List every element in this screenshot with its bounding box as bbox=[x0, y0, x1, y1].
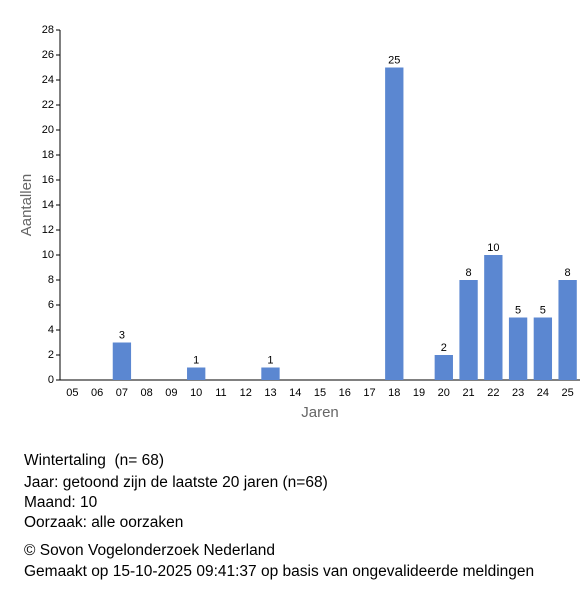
x-tick-label: 06 bbox=[91, 387, 103, 399]
y-tick-label: 2 bbox=[48, 349, 54, 361]
info-line: Maand: 10 bbox=[24, 494, 98, 511]
data-label: 5 bbox=[540, 304, 546, 316]
data-label: 8 bbox=[466, 267, 472, 279]
x-tick-label: 20 bbox=[438, 387, 450, 399]
x-tick-label: 08 bbox=[141, 387, 153, 399]
bar bbox=[434, 355, 453, 380]
y-tick-label: 0 bbox=[48, 374, 54, 386]
x-tick-label: 14 bbox=[289, 387, 301, 399]
x-tick-label: 25 bbox=[561, 387, 573, 399]
data-label: 5 bbox=[515, 304, 521, 316]
y-tick-label: 18 bbox=[42, 149, 54, 161]
data-label: 10 bbox=[487, 242, 499, 254]
y-tick-label: 4 bbox=[48, 324, 54, 336]
bar bbox=[459, 280, 478, 380]
y-tick-label: 16 bbox=[42, 174, 54, 186]
x-tick-label: 21 bbox=[462, 387, 474, 399]
info-line: Jaar: getoond zijn de laatste 20 jaren (… bbox=[24, 474, 328, 491]
y-axis-label: Aantallen bbox=[18, 174, 35, 237]
footer-line: © Sovon Vogelonderzoek Nederland bbox=[24, 542, 275, 559]
x-tick-label: 24 bbox=[537, 387, 549, 399]
bar bbox=[385, 67, 404, 380]
data-label: 25 bbox=[388, 54, 400, 66]
x-tick-label: 18 bbox=[388, 387, 400, 399]
bar bbox=[112, 342, 132, 380]
x-tick-label: 07 bbox=[116, 387, 128, 399]
bar bbox=[484, 255, 503, 380]
x-tick-label: 22 bbox=[487, 387, 499, 399]
footer-line: Gemaakt op 15-10-2025 09:41:37 op basis … bbox=[24, 563, 535, 580]
x-tick-label: 11 bbox=[215, 387, 226, 399]
bar bbox=[558, 280, 577, 380]
info-title: Wintertaling (n= 68) bbox=[24, 452, 164, 469]
x-axis-label: Jaren bbox=[301, 404, 339, 421]
y-tick-label: 14 bbox=[42, 199, 54, 211]
bar bbox=[261, 367, 280, 380]
y-tick-label: 10 bbox=[42, 249, 54, 261]
bar bbox=[508, 317, 528, 380]
y-tick-label: 22 bbox=[42, 99, 54, 111]
data-label: 8 bbox=[565, 267, 571, 279]
data-label: 1 bbox=[193, 354, 199, 366]
y-tick-label: 8 bbox=[48, 274, 54, 286]
x-tick-label: 17 bbox=[363, 387, 375, 399]
info-line: Oorzaak: alle oorzaken bbox=[24, 514, 184, 531]
y-tick-label: 26 bbox=[42, 49, 54, 61]
y-tick-label: 12 bbox=[42, 224, 54, 236]
chart: Jaren Aantallen 024681012141618202224262… bbox=[18, 24, 580, 421]
x-tick-label: 12 bbox=[240, 387, 252, 399]
x-tick-label: 16 bbox=[339, 387, 351, 399]
y-tick-label: 6 bbox=[48, 299, 54, 311]
x-tick-label: 19 bbox=[413, 387, 425, 399]
x-tick-label: 13 bbox=[264, 387, 276, 399]
data-label: 2 bbox=[441, 342, 447, 354]
y-tick-label: 24 bbox=[42, 74, 54, 86]
x-tick-label: 15 bbox=[314, 387, 326, 399]
bar bbox=[533, 317, 553, 380]
y-tick-label: 28 bbox=[42, 24, 54, 36]
x-tick-label: 23 bbox=[512, 387, 524, 399]
data-label: 3 bbox=[119, 329, 125, 341]
data-label: 1 bbox=[267, 354, 273, 366]
bar bbox=[187, 367, 206, 380]
y-tick-label: 20 bbox=[42, 124, 54, 136]
x-tick-label: 09 bbox=[165, 387, 177, 399]
x-tick-label: 10 bbox=[190, 387, 202, 399]
x-tick-label: 05 bbox=[66, 387, 78, 399]
